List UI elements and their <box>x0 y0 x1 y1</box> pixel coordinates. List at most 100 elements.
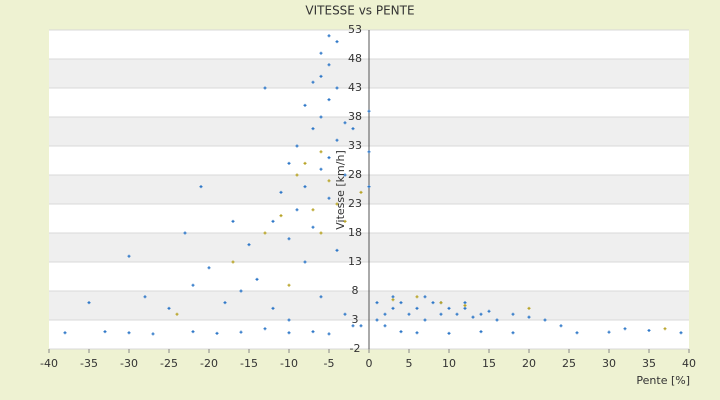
point <box>511 312 515 316</box>
x-tick-label: -10 <box>280 357 298 370</box>
point <box>343 312 347 316</box>
point <box>559 324 563 328</box>
x-tick-label: 40 <box>682 357 696 370</box>
point <box>239 330 243 334</box>
y-tick-label: 3 <box>352 313 359 326</box>
plot-area <box>48 29 690 353</box>
point <box>527 315 531 319</box>
point <box>479 312 483 316</box>
point <box>375 301 379 305</box>
point <box>319 51 323 55</box>
point <box>327 332 331 336</box>
point <box>255 277 259 281</box>
point <box>279 190 283 194</box>
point <box>183 231 187 235</box>
point <box>127 254 131 258</box>
point <box>327 63 331 67</box>
point <box>495 318 499 322</box>
point <box>623 327 627 331</box>
x-tick-label: 30 <box>602 357 616 370</box>
point <box>431 301 435 305</box>
y-tick-label: 38 <box>348 110 362 123</box>
point <box>191 283 195 287</box>
point <box>663 327 667 331</box>
point <box>679 331 683 335</box>
point <box>327 156 331 160</box>
point <box>319 295 323 299</box>
point <box>447 331 451 335</box>
point <box>479 330 483 334</box>
point <box>207 266 211 270</box>
point <box>383 324 387 328</box>
point <box>391 298 395 302</box>
point <box>287 283 291 287</box>
point <box>127 331 131 335</box>
x-tick-label: 15 <box>482 357 496 370</box>
point <box>351 324 355 328</box>
x-tick-label: 10 <box>442 357 456 370</box>
point <box>151 332 155 336</box>
y-tick-label: 18 <box>348 226 362 239</box>
y-tick-label: 53 <box>348 23 362 36</box>
y-tick-label: 33 <box>348 139 362 152</box>
point <box>335 86 339 90</box>
point <box>359 190 363 194</box>
point <box>575 331 579 335</box>
x-tick-label: -40 <box>40 357 58 370</box>
y-tick-label: 48 <box>348 52 362 65</box>
point <box>143 295 147 299</box>
point <box>439 301 443 305</box>
point <box>303 260 307 264</box>
point <box>311 225 315 229</box>
point <box>511 331 515 335</box>
point <box>287 318 291 322</box>
point <box>455 312 459 316</box>
y-tick-label: 28 <box>348 168 362 181</box>
point <box>327 179 331 183</box>
x-tick-label: -15 <box>240 357 258 370</box>
point <box>367 150 371 154</box>
point <box>463 304 467 307</box>
point <box>239 289 243 293</box>
x-tick-label: -25 <box>160 357 178 370</box>
point <box>335 202 339 206</box>
point <box>439 312 443 316</box>
y-tick-label: 8 <box>352 284 359 297</box>
point <box>311 127 315 131</box>
point <box>487 309 491 313</box>
x-tick-label: 20 <box>522 357 536 370</box>
point <box>287 237 291 241</box>
point <box>263 327 267 331</box>
point <box>423 295 427 299</box>
point <box>415 331 419 335</box>
point <box>303 103 307 107</box>
point <box>311 330 315 334</box>
y-tick-label: 13 <box>348 255 362 268</box>
x-tick-label: -5 <box>324 357 335 370</box>
x-tick-label: 5 <box>406 357 413 370</box>
point <box>335 40 339 44</box>
point <box>319 74 323 78</box>
point <box>287 331 291 335</box>
y-tick-label: -2 <box>350 342 361 355</box>
point <box>423 318 427 322</box>
point <box>247 243 251 247</box>
point <box>303 161 307 165</box>
point <box>327 196 331 200</box>
point <box>63 331 67 335</box>
point <box>311 208 315 212</box>
point <box>351 127 355 131</box>
point <box>215 331 219 335</box>
point <box>319 167 323 171</box>
point <box>295 144 299 148</box>
x-tick-label: -35 <box>80 357 98 370</box>
y-tick-label: 23 <box>348 197 362 210</box>
point <box>319 150 323 154</box>
point <box>191 330 195 334</box>
point <box>175 312 179 316</box>
point <box>343 173 347 177</box>
point <box>319 115 323 119</box>
point <box>87 301 91 305</box>
point <box>271 306 275 310</box>
